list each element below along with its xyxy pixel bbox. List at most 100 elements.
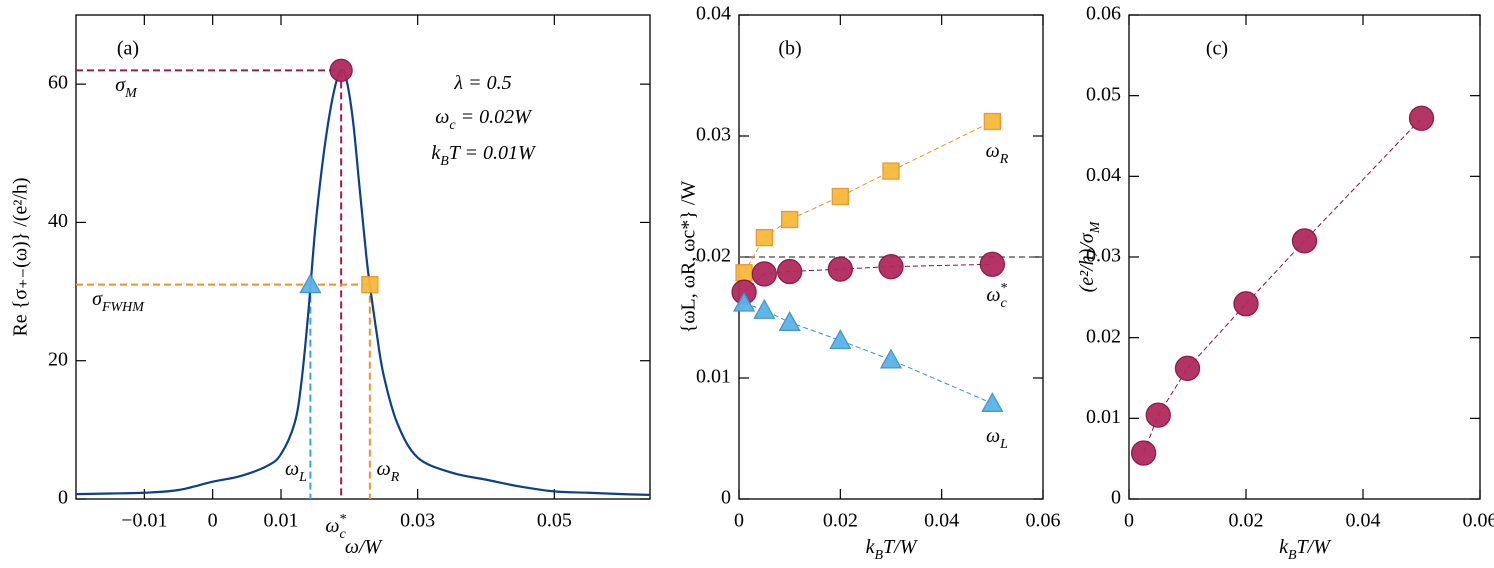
y-tick-label: 0.03 (1086, 245, 1121, 267)
annotation: ωL (285, 458, 307, 485)
y-tick-label: 0.02 (696, 245, 731, 267)
annotation-sub: FWHM (101, 300, 145, 315)
x-axis-label-sub: B (874, 548, 883, 563)
x-tick-label: 0.01 (264, 510, 299, 532)
annotation: kBT = 0.01W (431, 142, 537, 169)
x-tick-label: 0.02 (1229, 510, 1264, 532)
series-label-sub: L (999, 437, 1008, 452)
annotation-main: ω (377, 458, 391, 480)
series-label: ωL (986, 425, 1008, 452)
annotation-after: = 0.02W (456, 106, 533, 128)
x-tick-label: 0 (1124, 510, 1134, 532)
marker-square (831, 187, 849, 206)
annotation-main: ω (285, 458, 299, 480)
x-tick-label: 0 (734, 510, 744, 532)
y-tick-label: 0.03 (696, 124, 731, 146)
marker-square (361, 276, 379, 294)
annotation: ωc = 0.02W (435, 106, 533, 133)
annotation-main: σ (115, 74, 126, 96)
marker-circle (751, 261, 777, 287)
y-tick-label: 0.02 (1086, 325, 1121, 347)
marker-square (983, 112, 1001, 131)
marker-circle (777, 258, 803, 285)
y-tick-label: 0.04 (1086, 164, 1121, 186)
panel-label: (a) (117, 38, 139, 60)
series-line (1143, 117, 1422, 454)
marker-circle (1408, 105, 1435, 131)
series-label-main: ω (986, 284, 1000, 306)
annotation-main: ω (325, 515, 339, 537)
panel-label: (c) (1206, 38, 1228, 60)
y-tick-label: 0.05 (1086, 83, 1121, 105)
marker-circle (878, 254, 904, 280)
x-axis-label-main: ω (345, 536, 359, 558)
x-axis-label: kBT/W (866, 536, 919, 563)
marker-square (755, 228, 773, 247)
marker-square (781, 210, 799, 229)
marker-circle (1130, 440, 1157, 466)
x-tick-label: 0.06 (1463, 510, 1494, 532)
series-line (743, 121, 993, 273)
x-tick-label: 0.06 (1026, 510, 1061, 532)
series-label-sub: c (1000, 296, 1007, 311)
series-label-sub: R (999, 152, 1009, 167)
marker-triangle (829, 329, 852, 350)
marker-triangle (778, 311, 801, 331)
y-tick-label: 0.01 (696, 366, 731, 388)
y-tick-label: 0 (721, 487, 731, 509)
annotation: σM (115, 74, 138, 101)
marker-circle (1145, 402, 1171, 428)
annotation-main: λ = 0.5 (453, 72, 511, 94)
series-label-main: ω (986, 140, 1000, 162)
annotation-main: k (431, 142, 441, 164)
panel-label: (b) (778, 38, 801, 60)
series-label: ωc* (986, 281, 1007, 311)
annotation-sub: M (124, 86, 138, 101)
y-tick-label: 0.06 (1086, 3, 1121, 25)
marker-circle (1233, 291, 1259, 317)
annotation: σFWHM (92, 288, 145, 315)
plot-frame (1128, 14, 1481, 500)
x-tick-label: 0.04 (924, 510, 959, 532)
x-tick-label: 0.05 (537, 510, 572, 532)
marker-circle (979, 251, 1005, 277)
marker-circle (1174, 355, 1201, 381)
series-label-sup: * (1001, 281, 1008, 296)
y-tick-label: 0 (58, 487, 68, 509)
x-axis-label: kBT/W (1279, 536, 1332, 563)
series-line (743, 263, 993, 293)
marker-circle (827, 256, 853, 282)
annotation-main: ω (435, 106, 449, 128)
annotation: ωc* (325, 512, 346, 542)
y-axis-label: Re {σ₊₋(ω)} /(e²/h) (10, 177, 32, 336)
series-label: ωR (986, 140, 1009, 167)
annotation-sub: c (339, 527, 346, 542)
y-tick-label: 20 (48, 348, 68, 370)
annotation: ωR (377, 458, 400, 485)
x-axis-label-main: k (1279, 536, 1289, 558)
x-tick-label: 0.03 (400, 510, 435, 532)
marker-triangle (753, 298, 776, 319)
y-tick-label: 0.04 (696, 3, 731, 25)
marker-triangle (732, 291, 756, 312)
x-tick-label: −0.01 (121, 510, 167, 532)
x-axis-label-main: k (866, 536, 876, 558)
y-axis-label-main: (e²/h)/σ (1076, 232, 1098, 292)
y-tick-label: 40 (48, 210, 68, 232)
annotation-sub: R (390, 470, 400, 485)
x-axis-label-after: T/W (1297, 536, 1333, 558)
annotation-sub: L (298, 470, 307, 485)
y-axis-label-sub: M (1088, 220, 1103, 234)
y-tick-label: 60 (48, 72, 68, 94)
marker-triangle (299, 273, 322, 294)
annotation-after: T = 0.01W (449, 142, 537, 164)
y-axis-label: (e²/h)/σM (1076, 220, 1103, 292)
annotation-sub: B (440, 154, 449, 169)
x-axis-label-after: T/W (883, 536, 919, 558)
y-tick-label: 0 (1111, 487, 1121, 509)
x-tick-label: 0.04 (1346, 510, 1381, 532)
x-axis-label: ω/W (345, 536, 384, 558)
annotation-main: σ (92, 288, 103, 310)
